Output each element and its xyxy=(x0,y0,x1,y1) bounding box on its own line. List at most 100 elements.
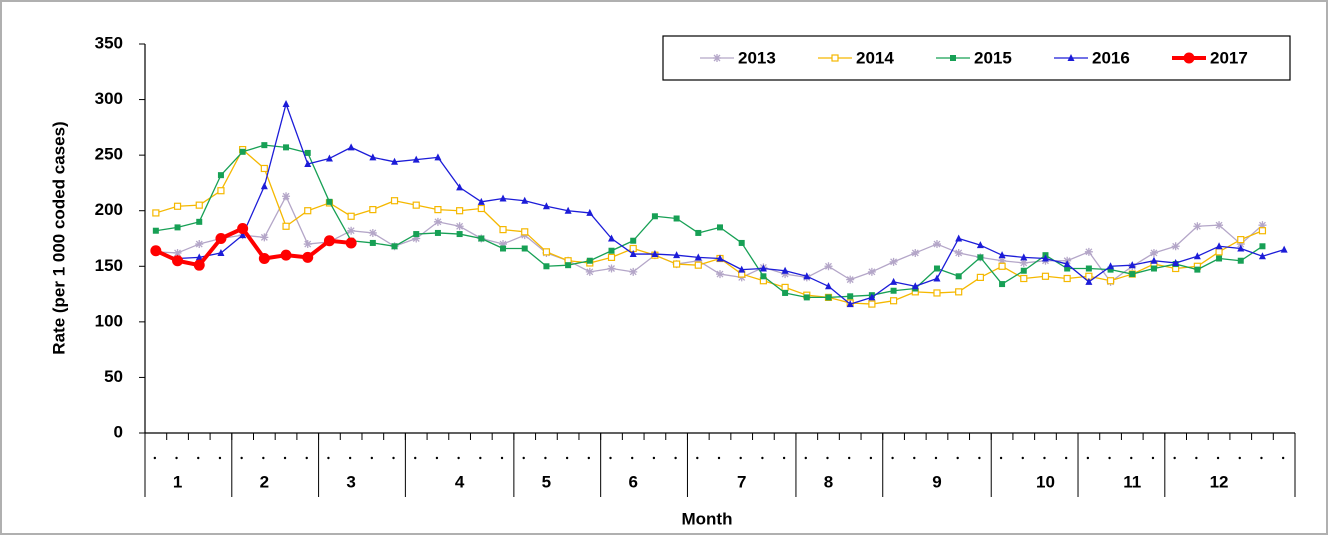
week-dot xyxy=(500,456,504,460)
week-dot xyxy=(479,456,482,460)
point xyxy=(391,243,398,250)
point xyxy=(455,222,464,231)
point xyxy=(434,206,442,214)
point xyxy=(369,206,377,214)
x-tick-label: 3 xyxy=(346,472,355,491)
point xyxy=(1150,256,1158,264)
week-dot xyxy=(1130,456,1133,460)
point xyxy=(760,273,767,280)
y-axis-label: Rate (per 1 000 coded cases) xyxy=(49,121,68,354)
point xyxy=(500,245,507,252)
x-tick-label: 4 xyxy=(455,472,465,491)
point xyxy=(955,234,963,242)
legend-marker xyxy=(713,54,721,62)
week-dot xyxy=(1238,456,1241,460)
week-dot xyxy=(847,456,851,460)
week-dot xyxy=(609,456,612,460)
point xyxy=(1063,274,1071,283)
x-tick-label: 2 xyxy=(260,472,269,491)
point xyxy=(781,266,789,274)
week-dot xyxy=(978,456,981,460)
week-dot xyxy=(696,456,699,460)
week-dot xyxy=(1108,456,1111,460)
point xyxy=(302,251,314,263)
point xyxy=(738,265,746,273)
point xyxy=(607,264,616,273)
point xyxy=(1258,221,1267,230)
point xyxy=(347,143,355,151)
point xyxy=(782,289,789,296)
week-dot xyxy=(1281,456,1285,460)
point xyxy=(434,153,442,161)
point xyxy=(152,227,159,234)
point xyxy=(412,201,420,209)
point xyxy=(1259,243,1266,250)
x-tick-label: 6 xyxy=(628,472,637,491)
point xyxy=(933,274,941,282)
point xyxy=(673,260,681,268)
point xyxy=(824,282,832,290)
point xyxy=(911,248,920,257)
point xyxy=(1258,252,1266,260)
point xyxy=(152,209,160,217)
week-dot xyxy=(1086,456,1090,460)
legend-marker xyxy=(950,55,956,61)
week-dot xyxy=(999,456,1003,460)
point xyxy=(237,222,249,234)
point xyxy=(585,267,594,276)
point xyxy=(759,264,767,272)
point xyxy=(304,149,311,156)
point xyxy=(651,250,659,258)
point xyxy=(1193,222,1202,231)
point xyxy=(803,272,811,280)
point xyxy=(543,263,550,270)
point xyxy=(998,256,1007,265)
point xyxy=(694,253,702,261)
point xyxy=(695,229,702,236)
week-dot xyxy=(175,456,178,460)
point xyxy=(1084,247,1093,256)
point xyxy=(867,267,876,276)
series-line xyxy=(155,195,1263,283)
y-tick-label: 250 xyxy=(95,145,123,164)
y-tick-label: 150 xyxy=(95,256,123,275)
point xyxy=(1020,267,1027,274)
point xyxy=(803,294,810,301)
week-dot xyxy=(305,456,308,460)
point xyxy=(673,215,680,222)
point xyxy=(260,182,268,190)
point xyxy=(477,197,485,205)
point xyxy=(1041,272,1050,280)
y-tick-label: 50 xyxy=(104,367,123,386)
point xyxy=(954,248,963,257)
week-dot xyxy=(522,456,525,460)
legend-label: 2013 xyxy=(738,48,776,67)
point xyxy=(977,254,984,261)
point xyxy=(846,300,854,308)
week-dot xyxy=(826,456,829,460)
week-dot xyxy=(587,456,591,460)
point xyxy=(323,235,335,247)
point xyxy=(282,222,290,230)
point xyxy=(369,153,377,161)
point xyxy=(889,297,898,305)
point xyxy=(1215,242,1223,250)
point xyxy=(781,270,790,279)
y-tick-label: 350 xyxy=(95,33,123,52)
point xyxy=(1216,255,1223,262)
week-dot xyxy=(717,456,721,460)
point xyxy=(345,237,357,249)
point xyxy=(174,224,181,231)
point xyxy=(1258,227,1267,235)
point xyxy=(303,240,312,249)
point xyxy=(1171,242,1180,251)
point xyxy=(717,224,723,231)
point xyxy=(1215,248,1223,256)
point xyxy=(369,239,376,246)
point xyxy=(1215,221,1224,230)
point xyxy=(390,197,399,205)
point xyxy=(347,212,355,220)
point xyxy=(521,228,529,236)
point xyxy=(217,248,225,256)
